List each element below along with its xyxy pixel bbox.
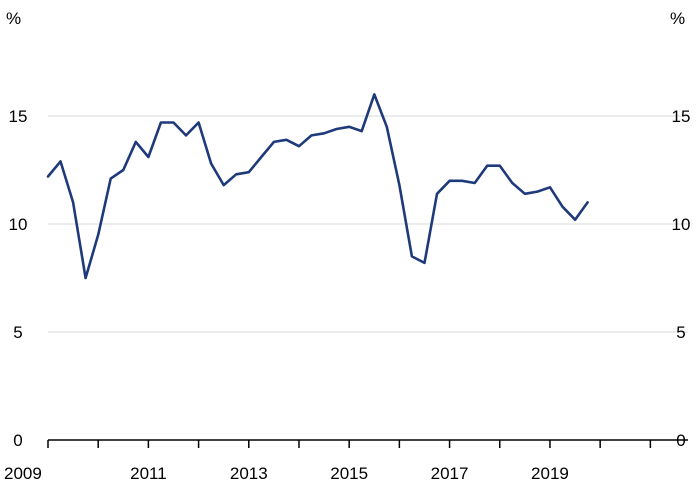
- tick-labels: 0 0 5 5 10 10 15 15 2009 2011 2013 2015 2017 2019: [4, 107, 690, 483]
- y-tick-label-left: 15: [9, 107, 28, 126]
- series-line: [46, 93, 589, 280]
- x-tick-label: 2015: [330, 464, 368, 483]
- x-axis-ticks: [47, 440, 652, 448]
- x-tick-label: 2019: [531, 464, 569, 483]
- right-unit-label: %: [670, 9, 685, 28]
- y-tick-label-right: 15: [672, 107, 691, 126]
- x-tick-label: 2017: [431, 464, 469, 483]
- x-tick-label: 2009: [4, 464, 42, 483]
- y-tick-label-left: 0: [13, 431, 22, 450]
- left-unit-label: %: [6, 9, 21, 28]
- y-tick-label-right: 10: [672, 215, 691, 234]
- y-tick-label-right: 0: [676, 431, 685, 450]
- x-tick-label: 2013: [230, 464, 268, 483]
- x-tick-label: 2011: [130, 464, 167, 483]
- y-tick-label-left: 10: [9, 215, 28, 234]
- gridlines: [48, 115, 688, 333]
- y-tick-label-left: 5: [13, 323, 22, 342]
- y-tick-label-right: 5: [676, 323, 685, 342]
